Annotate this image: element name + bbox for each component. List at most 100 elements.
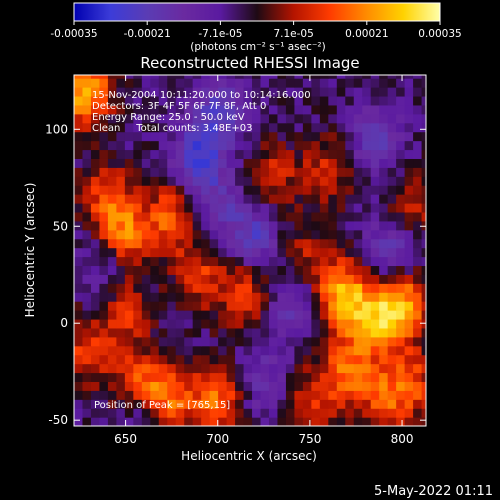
heatmap-cell [133, 113, 143, 124]
heatmap-cell [302, 354, 312, 365]
heatmap-cell [277, 229, 287, 240]
heatmap-cell [396, 131, 406, 142]
heatmap-cell [90, 408, 101, 418]
heatmap-cell [404, 167, 414, 177]
heatmap-cell [90, 354, 101, 365]
heatmap-cell [396, 372, 406, 382]
heatmap-cell [319, 310, 329, 320]
heatmap-cell [74, 381, 84, 391]
heatmap-cell [201, 211, 211, 222]
heatmap-cell [370, 78, 380, 88]
heatmap-cell [116, 113, 126, 124]
heatmap-cell [201, 194, 211, 204]
heatmap-cell [319, 408, 329, 418]
heatmap-cell [167, 301, 177, 311]
heatmap-cell [413, 354, 423, 365]
heatmap-cell [158, 247, 168, 258]
heatmap-cell [192, 140, 202, 151]
heatmap-cell [99, 417, 109, 426]
heatmap-cell [328, 158, 338, 168]
heatmap-cell [107, 211, 117, 222]
heatmap-cell [90, 140, 101, 151]
heatmap-cell [353, 399, 363, 409]
heatmap-cell [243, 211, 253, 222]
heatmap-cell [260, 78, 270, 88]
heatmap-cell [396, 354, 406, 365]
heatmap-cell [413, 104, 423, 115]
heatmap-cell [362, 301, 372, 311]
heatmap-cell [99, 87, 109, 97]
heatmap-cell [74, 140, 84, 151]
heatmap-cell [107, 185, 117, 195]
heatmap-cell [268, 318, 279, 329]
heatmap-cell [294, 274, 304, 284]
heatmap-cell [201, 78, 211, 88]
annotation-detectors: Detectors: 3F 4F 5F 6F 7F 8F, Att 0 [92, 101, 266, 112]
heatmap-cell [201, 202, 211, 213]
heatmap-cell [353, 417, 363, 426]
heatmap-cell [294, 167, 304, 177]
heatmap-cell [167, 113, 177, 124]
colorbar-unit-label: (photons cm⁻² s⁻¹ asec⁻²) [190, 41, 325, 53]
heatmap-cell [336, 194, 346, 204]
heatmap-cell [116, 78, 126, 88]
heatmap-cell [201, 390, 211, 400]
heatmap-cell [99, 381, 109, 391]
heatmap-cell [218, 95, 228, 106]
heatmap-cell [201, 176, 211, 186]
heatmap-cell [167, 327, 177, 338]
heatmap-cell [379, 78, 389, 88]
heatmap-cell [192, 292, 202, 302]
heatmap-cell [252, 176, 262, 186]
heatmap-cell [260, 363, 270, 374]
heatmap-cell [158, 140, 168, 151]
heatmap-cell [107, 140, 117, 151]
heatmap-cell [260, 167, 270, 177]
heatmap-cell [141, 318, 151, 329]
heatmap-cell [243, 176, 253, 186]
heatmap-cell [328, 256, 338, 267]
heatmap-cell [133, 399, 143, 409]
heatmap-cell [294, 176, 304, 186]
heatmap-cell [268, 167, 279, 177]
heatmap-cell [362, 354, 372, 365]
heatmap-cell [192, 372, 202, 382]
heatmap-cell [328, 131, 338, 142]
heatmap-cell [260, 327, 270, 338]
heatmap-cell [345, 211, 355, 222]
heatmap-cell [328, 238, 338, 249]
heatmap-cell [345, 345, 355, 356]
heatmap-cell [268, 140, 279, 151]
heatmap-cell [141, 256, 151, 267]
heatmap-cell [116, 327, 126, 338]
heatmap-cell [175, 75, 185, 79]
heatmap-cell [387, 113, 397, 124]
heatmap-cell [328, 95, 338, 106]
heatmap-cell [311, 327, 321, 338]
heatmap-cell [150, 185, 160, 195]
heatmap-cell [379, 256, 389, 267]
heatmap-cell [74, 211, 84, 222]
heatmap-cell [184, 318, 194, 329]
heatmap-cell [311, 238, 321, 249]
heatmap-cell [184, 104, 194, 115]
heatmap-cell [260, 310, 270, 320]
heatmap-cell [175, 185, 185, 195]
heatmap-cell [141, 301, 151, 311]
heatmap-cell [387, 167, 397, 177]
heatmap-cell [328, 417, 338, 426]
heatmap-cell [124, 185, 134, 195]
heatmap-cell [285, 417, 296, 426]
heatmap-cell [192, 229, 202, 240]
heatmap-cell [192, 87, 202, 97]
heatmap-cell [235, 202, 245, 213]
heatmap-cell [336, 381, 346, 391]
heatmap-cell [226, 211, 236, 222]
heatmap-cell [133, 176, 143, 186]
heatmap-cell [175, 354, 185, 365]
heatmap-cell [201, 318, 211, 329]
heatmap-cell [158, 95, 168, 106]
heatmap-cell [260, 122, 270, 133]
heatmap-cell [302, 390, 312, 400]
heatmap-cell [107, 256, 117, 267]
